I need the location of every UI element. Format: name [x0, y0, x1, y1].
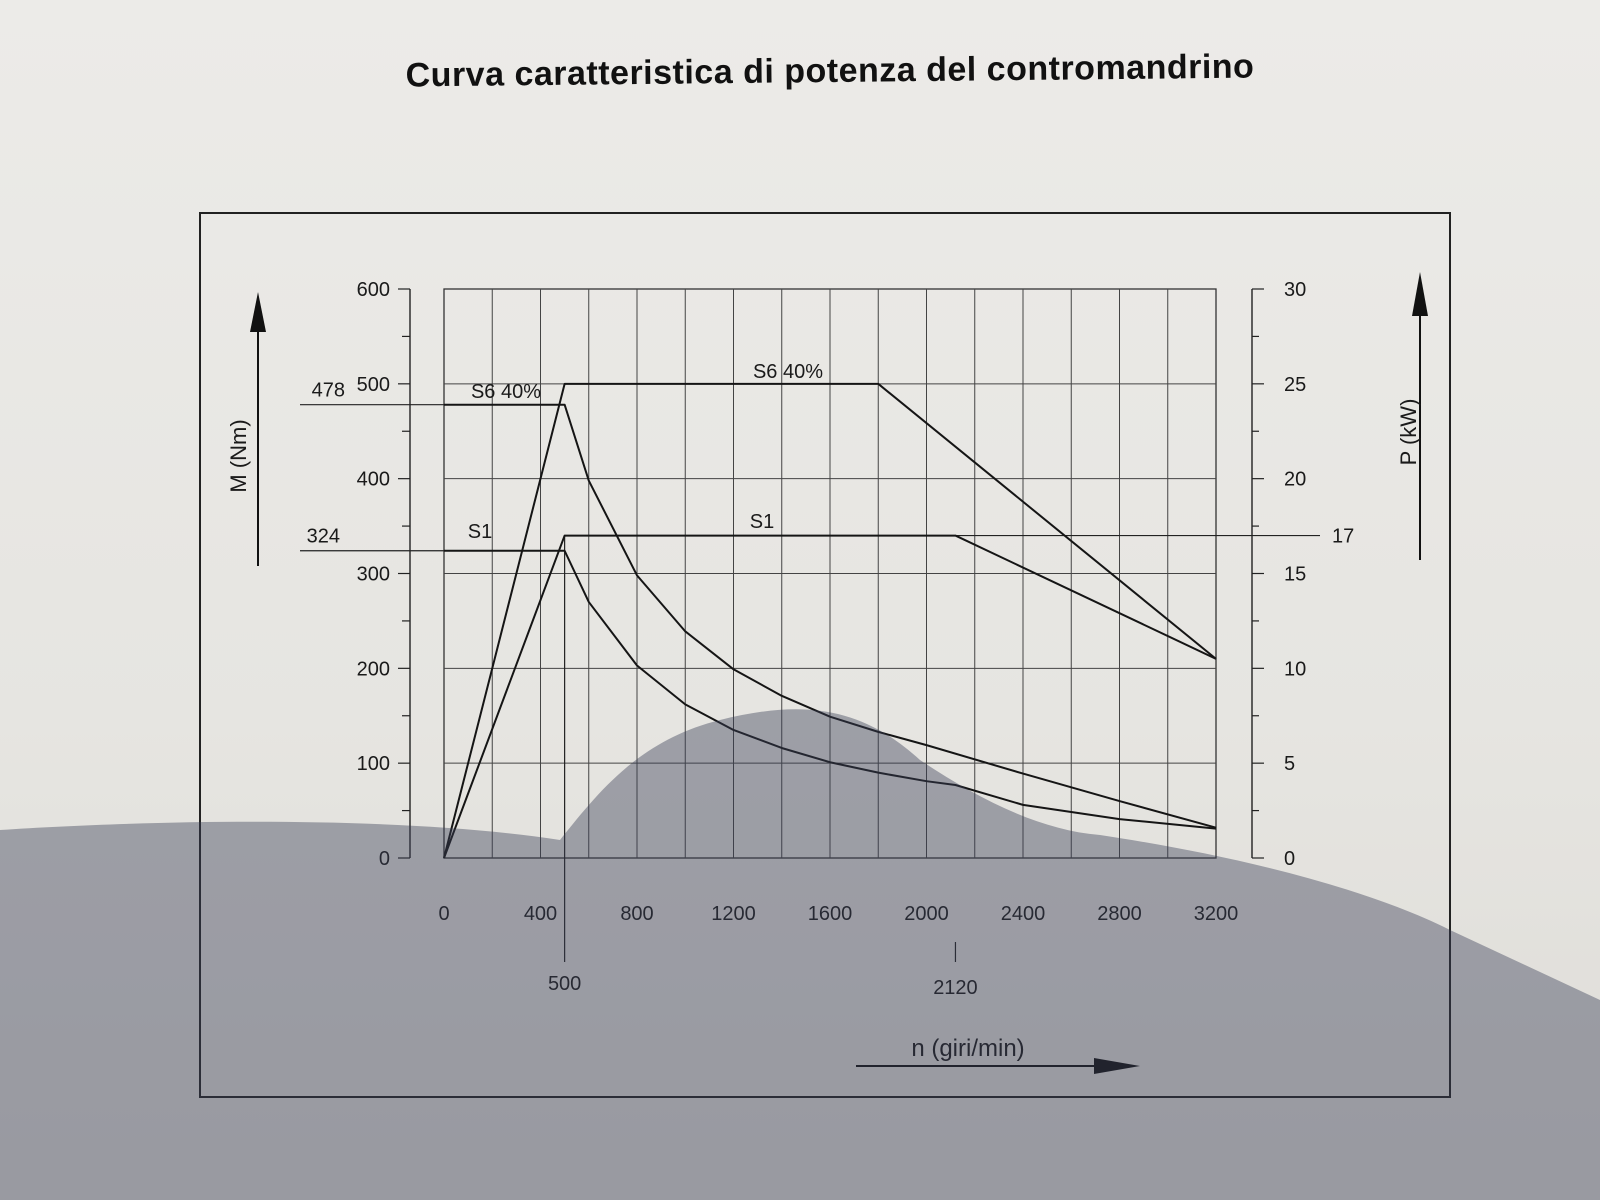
marker-label-478: 478 [312, 380, 345, 402]
right-arrow-head [1412, 272, 1428, 316]
x-tick-label: 3200 [1194, 903, 1239, 925]
x-arrow-head [1094, 1058, 1140, 1074]
series-torque-s1 [444, 549, 1217, 830]
marker-label-17: 17 [1332, 526, 1354, 548]
left-arrow-head [250, 292, 266, 332]
x-tick-label: 1600 [808, 903, 853, 925]
x-tick-label: 2800 [1097, 903, 1142, 925]
series-label: S1 [750, 511, 774, 533]
left-tick-label: 100 [357, 753, 390, 775]
series-power-s1 [443, 534, 1217, 859]
left-tick-label: 300 [357, 564, 390, 586]
x-tick-label: 2000 [904, 903, 949, 925]
x-tick-label: 2400 [1001, 903, 1046, 925]
right-tick-label: 20 [1284, 469, 1306, 491]
right-tick-label: 10 [1284, 658, 1306, 680]
right-tick-label: 0 [1284, 848, 1295, 870]
marker-label-324: 324 [307, 526, 340, 548]
series-label: S6 40% [753, 361, 823, 383]
marker-label-2120: 2120 [933, 977, 978, 999]
left-tick-label: 0 [379, 848, 390, 870]
x-tick-label: 400 [524, 903, 557, 925]
right-tick-label: 5 [1284, 753, 1295, 775]
right-tick-label: 15 [1284, 564, 1306, 586]
left-tick-label: 200 [357, 658, 390, 680]
right-tick-label: 30 [1284, 279, 1306, 301]
series-label: S1 [468, 521, 492, 543]
chart-frame [199, 212, 1451, 1098]
series-power-s6-40- [443, 382, 1217, 859]
series-label: S6 40% [471, 381, 541, 403]
left-tick-label: 600 [357, 279, 390, 301]
series-torque-s6-40- [444, 403, 1217, 829]
right-tick-label: 25 [1284, 374, 1306, 396]
x-tick-label: 800 [620, 903, 653, 925]
left-axis-title: M (Nm) [226, 419, 251, 492]
x-tick-label: 1200 [711, 903, 756, 925]
x-axis-title: n (giri/min) [911, 1035, 1024, 1062]
left-tick-label: 400 [357, 469, 390, 491]
left-tick-label: 500 [357, 374, 390, 396]
marker-label-500: 500 [548, 973, 581, 995]
x-tick-label: 0 [438, 903, 449, 925]
right-axis-title: P (kW) [1396, 399, 1421, 466]
